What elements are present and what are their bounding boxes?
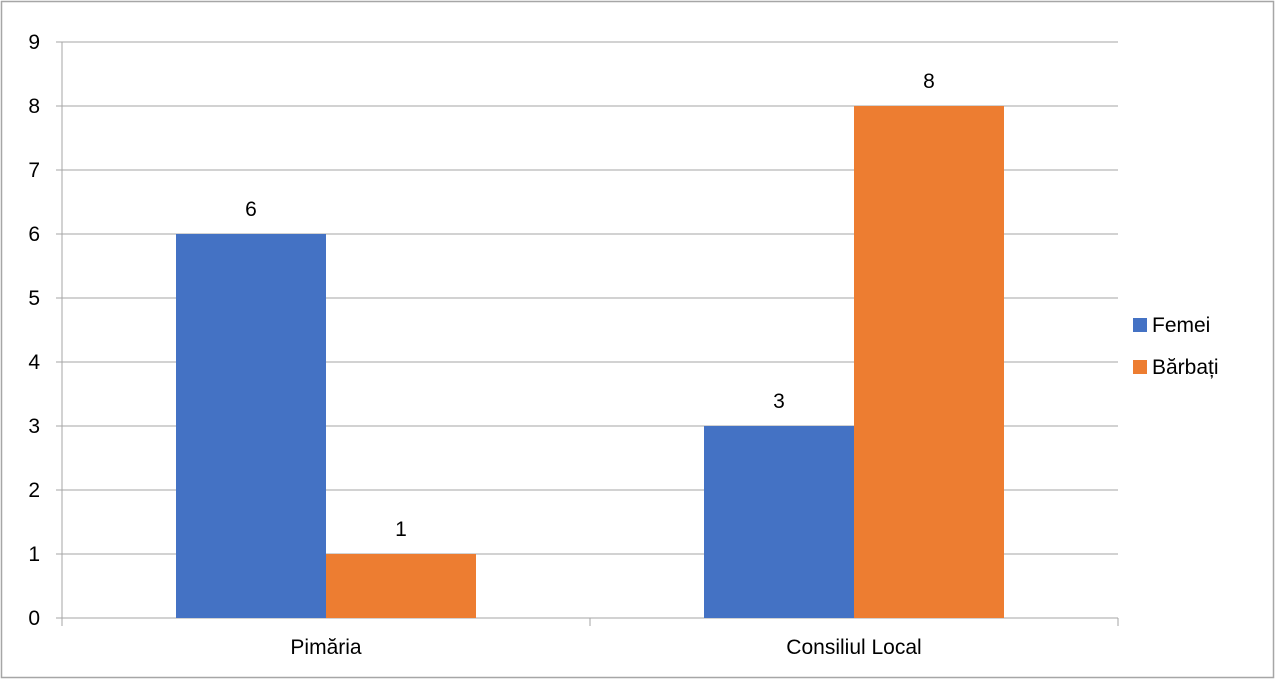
bar-femei-0 — [176, 234, 326, 618]
bars — [176, 106, 1004, 618]
data-label: 8 — [923, 70, 935, 93]
bar-barbati-0 — [326, 554, 476, 618]
bar-barbati-1 — [854, 106, 1004, 618]
y-tick-label: 7 — [28, 159, 40, 182]
y-tick-label: 1 — [28, 543, 40, 566]
bar-femei-1 — [704, 426, 854, 618]
legend-label: Femei — [1152, 314, 1210, 337]
x-category-label: Consiliul Local — [786, 636, 921, 659]
y-tick-label: 8 — [28, 95, 40, 118]
data-label: 6 — [245, 198, 257, 221]
y-tick-label: 4 — [28, 351, 40, 374]
legend-swatch — [1133, 318, 1147, 332]
y-tick-label: 0 — [28, 607, 40, 630]
legend: Femei Bărbați — [1133, 314, 1219, 379]
data-label: 3 — [773, 390, 785, 413]
legend-label: Bărbați — [1152, 356, 1219, 379]
legend-swatch — [1133, 360, 1147, 374]
data-label: 1 — [395, 518, 407, 541]
y-tick-label: 9 — [28, 31, 40, 54]
x-category-label: Pimăria — [290, 636, 362, 659]
y-tick-label: 5 — [28, 287, 40, 310]
y-tick-label: 3 — [28, 415, 40, 438]
y-tick-label: 6 — [28, 223, 40, 246]
labels: 0 1 2 3 4 5 6 7 8 9 6 1 Pimăria 3 8 Consiliul Local — [28, 31, 935, 659]
y-tick-label: 2 — [28, 479, 40, 502]
